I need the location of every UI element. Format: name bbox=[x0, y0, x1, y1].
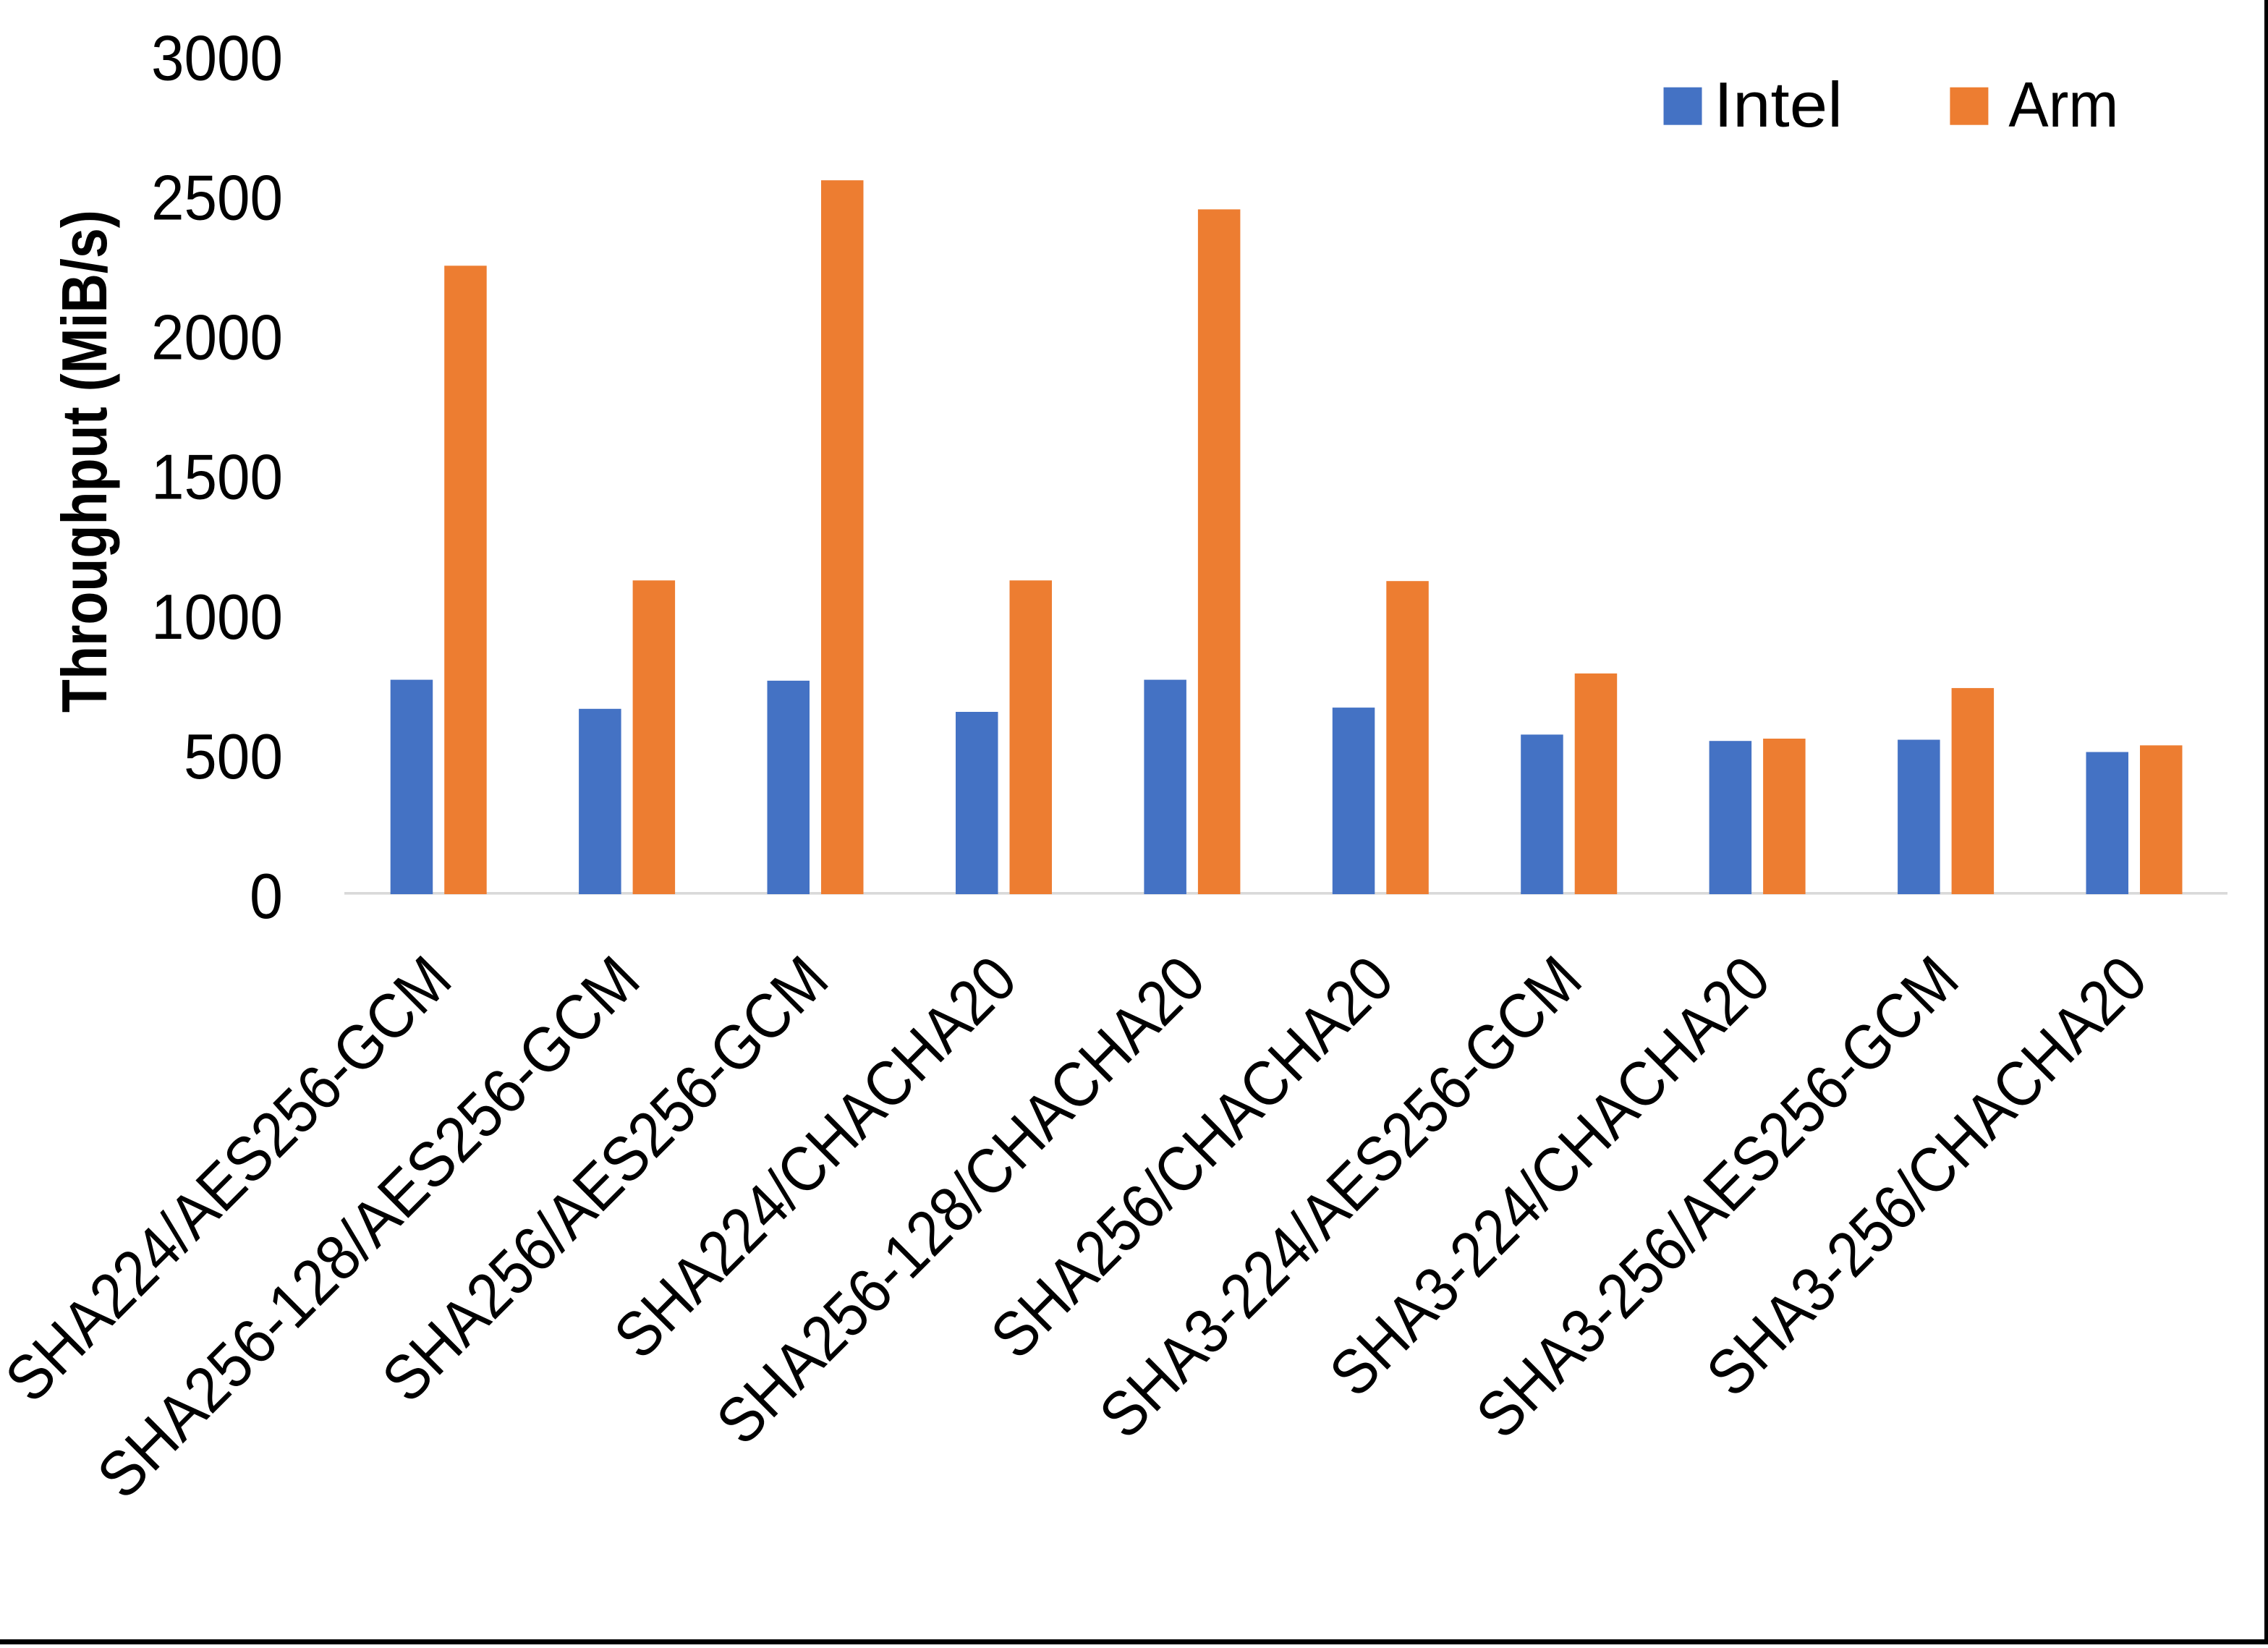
svg-text:500: 500 bbox=[184, 721, 283, 792]
svg-text:1000: 1000 bbox=[151, 581, 283, 653]
svg-text:0: 0 bbox=[250, 860, 283, 932]
svg-text:Intel: Intel bbox=[1714, 69, 1843, 140]
svg-text:2000: 2000 bbox=[151, 302, 283, 373]
svg-text:1500: 1500 bbox=[151, 441, 283, 513]
svg-text:Throughput (MiB/s): Throughput (MiB/s) bbox=[48, 210, 120, 713]
svg-text:Arm: Arm bbox=[2008, 69, 2118, 140]
svg-text:3000: 3000 bbox=[151, 22, 283, 93]
svg-text:2500: 2500 bbox=[151, 162, 283, 234]
